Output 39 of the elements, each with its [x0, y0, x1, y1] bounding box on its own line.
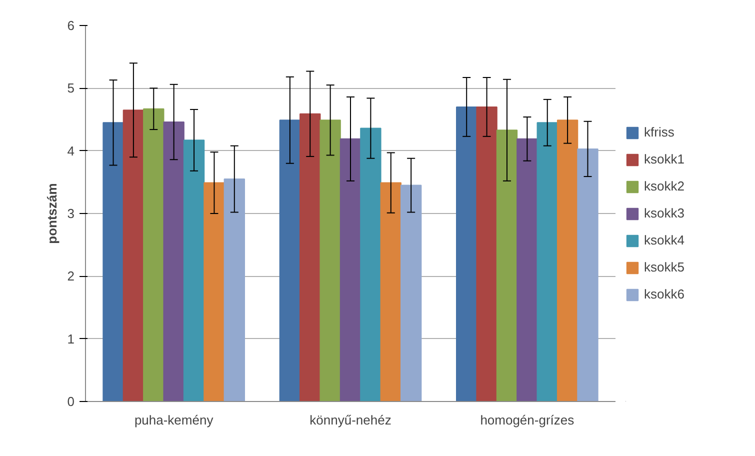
bar: [279, 120, 301, 402]
legend-label: ksokk5: [644, 260, 684, 274]
legend-label: ksokk4: [644, 232, 684, 248]
bar: [224, 178, 245, 402]
bar: [516, 138, 538, 402]
bar: [183, 140, 205, 402]
x-tick-label: puha-kemény: [134, 412, 214, 428]
bar: [163, 122, 184, 402]
y-tick-label: 2: [67, 268, 75, 284]
y-tick-label: 3: [67, 206, 75, 221]
bar: [204, 182, 225, 402]
bar: [496, 130, 518, 402]
legend-label: kfriss: [644, 124, 674, 140]
y-tick-label: 4: [67, 143, 75, 158]
bar: [143, 108, 164, 402]
y-tick-label: 0: [67, 394, 75, 409]
bar: [320, 120, 341, 402]
x-tick-label: homogén-grízes: [480, 412, 575, 428]
bar: [536, 122, 558, 402]
bar: [556, 120, 578, 402]
bar: [102, 122, 124, 402]
legend-label: ksokk3: [644, 206, 684, 220]
y-axis-title: pontszám: [44, 183, 60, 244]
bar: [360, 128, 382, 402]
y-tick-label: 5: [67, 80, 75, 96]
bar: [456, 106, 478, 402]
bar: [340, 138, 362, 402]
x-tick-label: könnyű-nehéz: [310, 412, 392, 428]
y-tick-label: 1: [67, 331, 75, 346]
legend-label: ksokk2: [644, 178, 684, 194]
bar: [577, 148, 598, 402]
bar: [122, 110, 144, 402]
bar: [380, 182, 402, 402]
legend-label: ksokk1: [644, 152, 684, 166]
y-tick-label: 6: [67, 18, 75, 33]
bar: [400, 184, 422, 402]
bar: [300, 113, 321, 402]
bar: [476, 106, 498, 402]
legend-label: ksokk6: [644, 286, 684, 302]
